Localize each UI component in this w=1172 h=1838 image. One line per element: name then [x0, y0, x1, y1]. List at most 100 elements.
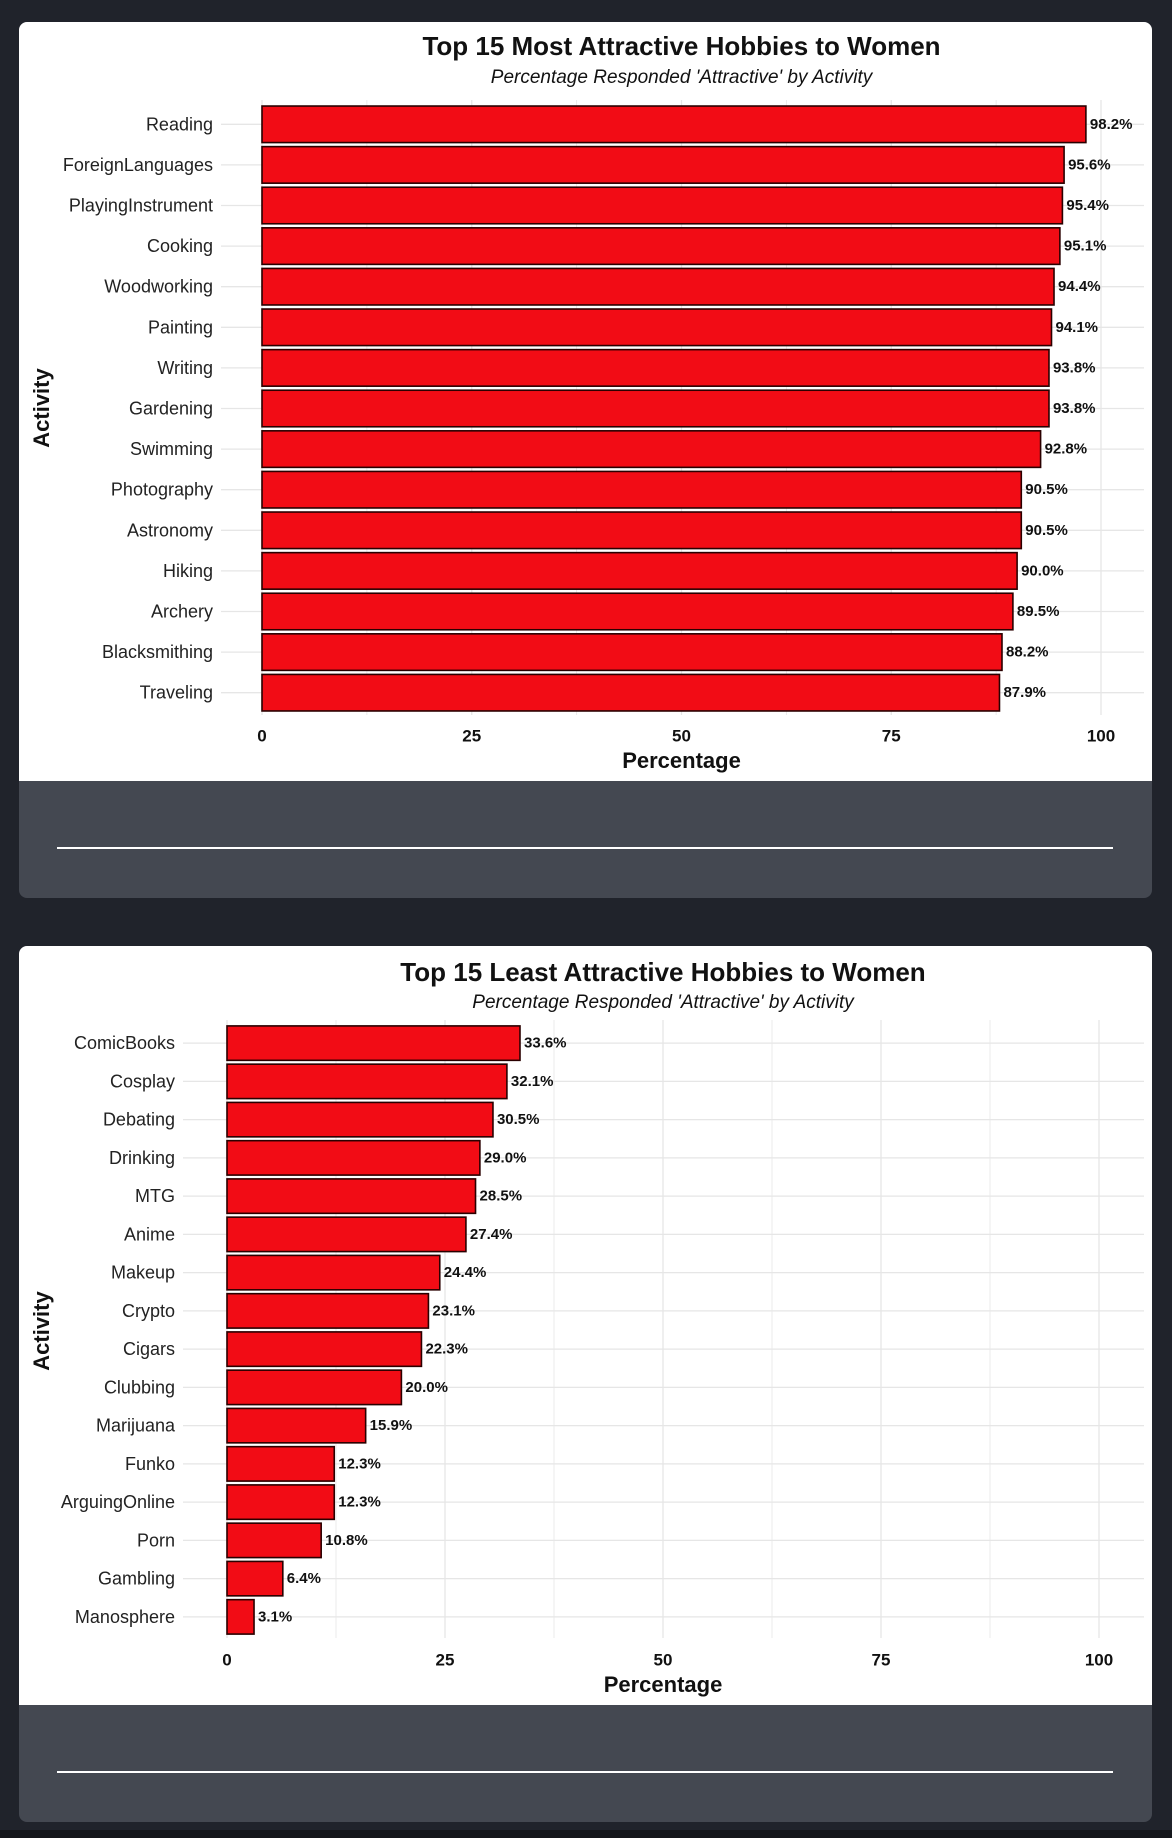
bar-Woodworking [261, 267, 1055, 306]
value-label: 95.6% [1068, 156, 1111, 173]
value-label: 93.8% [1053, 400, 1096, 417]
value-label: 92.8% [1045, 441, 1088, 458]
value-label: 12.3% [338, 1455, 381, 1472]
category-label: Photography [111, 480, 213, 500]
value-label: 94.4% [1058, 278, 1101, 295]
value-label: 90.0% [1021, 562, 1064, 579]
category-label: Funko [125, 1454, 175, 1474]
bar-Debating [226, 1101, 494, 1138]
category-label: Swimming [130, 439, 213, 459]
bar-Photography [261, 470, 1023, 509]
x-tick-label: 75 [882, 726, 901, 745]
bar-Astronomy [261, 511, 1023, 550]
value-label: 90.5% [1025, 522, 1068, 539]
x-tick-label: 0 [222, 1650, 231, 1669]
footer-divider [57, 1771, 1113, 1773]
value-label: 88.2% [1006, 644, 1049, 661]
bar-Gambling [226, 1560, 284, 1597]
bar-PlayingInstrument [261, 186, 1064, 225]
footer-divider [57, 847, 1113, 849]
chart-panel: Top 15 Least Attractive Hobbies to Women… [19, 946, 1152, 1705]
category-label: Marijuana [96, 1416, 176, 1436]
category-label: Porn [137, 1530, 175, 1550]
value-label: 15.9% [370, 1417, 413, 1434]
value-label: 29.0% [484, 1149, 527, 1166]
value-label: 32.1% [511, 1073, 554, 1090]
bar-MTG [226, 1178, 477, 1215]
value-label: 12.3% [338, 1494, 381, 1511]
value-label: 94.1% [1055, 319, 1098, 336]
bar-chart-most-attractive: Top 15 Most Attractive Hobbies to Women P… [29, 31, 1144, 773]
x-tick-label: 25 [436, 1650, 455, 1669]
bar-Drinking [226, 1139, 481, 1176]
category-label: Archery [151, 602, 213, 622]
category-label: Cigars [123, 1339, 175, 1359]
bar-Clubbing [226, 1369, 403, 1406]
category-label: ArguingOnline [61, 1492, 175, 1512]
bottom-strip [0, 1830, 1172, 1838]
category-label: Blacksmithing [102, 642, 213, 662]
bar-Writing [261, 348, 1050, 387]
value-label: 95.4% [1066, 197, 1109, 214]
x-tick-label: 100 [1085, 1650, 1113, 1669]
bar-Marijuana [226, 1407, 367, 1444]
bar-chart-least-attractive: Top 15 Least Attractive Hobbies to Women… [29, 957, 1144, 1697]
category-label: Hiking [163, 561, 213, 581]
bar-Crypto [226, 1292, 430, 1329]
x-axis-title: Percentage [622, 748, 741, 773]
bar-Makeup [226, 1254, 441, 1291]
value-label: 10.8% [325, 1532, 368, 1549]
bar-Painting [261, 308, 1053, 347]
bar-Blacksmithing [261, 633, 1003, 672]
category-label: Cosplay [110, 1071, 175, 1091]
bar-Reading [261, 105, 1087, 144]
category-label: ForeignLanguages [63, 155, 213, 175]
value-label: 24.4% [444, 1264, 487, 1281]
bar-Anime [226, 1216, 467, 1253]
bar-Gardening [261, 389, 1050, 428]
value-label: 27.4% [470, 1226, 513, 1243]
bar-Porn [226, 1522, 322, 1559]
bar-Funko [226, 1445, 336, 1482]
category-label: Manosphere [75, 1607, 175, 1627]
value-label: 87.9% [1003, 684, 1046, 701]
chart-card-least-attractive: Top 15 Least Attractive Hobbies to Women… [19, 946, 1152, 1822]
category-label: PlayingInstrument [69, 196, 213, 216]
value-label: 98.2% [1090, 116, 1133, 133]
bar-Traveling [261, 673, 1001, 712]
chart-2-title: Top 15 Least Attractive Hobbies to Women [400, 957, 925, 987]
category-label: Painting [148, 317, 213, 337]
x-tick-label: 0 [257, 726, 266, 745]
value-label: 95.1% [1064, 238, 1107, 255]
bar-ComicBooks [226, 1025, 521, 1062]
category-label: Woodworking [104, 277, 213, 297]
chart-card-most-attractive: Top 15 Most Attractive Hobbies to Women P… [19, 22, 1152, 898]
value-label: 89.5% [1017, 603, 1060, 620]
value-label: 33.6% [524, 1035, 567, 1052]
category-label: Gardening [129, 399, 213, 419]
category-label: Writing [157, 358, 213, 378]
category-label: Astronomy [127, 520, 213, 540]
chart-1-subtitle: Percentage Responded 'Attractive' by Act… [491, 67, 874, 88]
bar-Cosplay [226, 1063, 508, 1100]
category-label: Makeup [111, 1263, 175, 1283]
category-label: Drinking [109, 1148, 175, 1168]
category-label: ComicBooks [74, 1033, 175, 1053]
bar-ArguingOnline [226, 1484, 336, 1521]
bar-Cooking [261, 227, 1061, 266]
bar-Manosphere [226, 1598, 255, 1635]
bar-Hiking [261, 551, 1018, 590]
chart-2-subtitle: Percentage Responded 'Attractive' by Act… [472, 992, 855, 1013]
category-label: Anime [124, 1224, 175, 1244]
bar-ForeignLanguages [261, 145, 1065, 184]
chart-1-title: Top 15 Most Attractive Hobbies to Women [422, 31, 940, 61]
y-axis-title: Activity [29, 1291, 54, 1371]
bar-Cigars [226, 1331, 423, 1368]
x-axis-title: Percentage [604, 1672, 723, 1697]
value-label: 22.3% [425, 1341, 468, 1358]
chart-2-gridlines [183, 1020, 1144, 1638]
x-tick-label: 50 [672, 726, 691, 745]
category-label: Gambling [98, 1569, 175, 1589]
value-label: 6.4% [287, 1570, 321, 1587]
value-label: 3.1% [258, 1608, 292, 1625]
